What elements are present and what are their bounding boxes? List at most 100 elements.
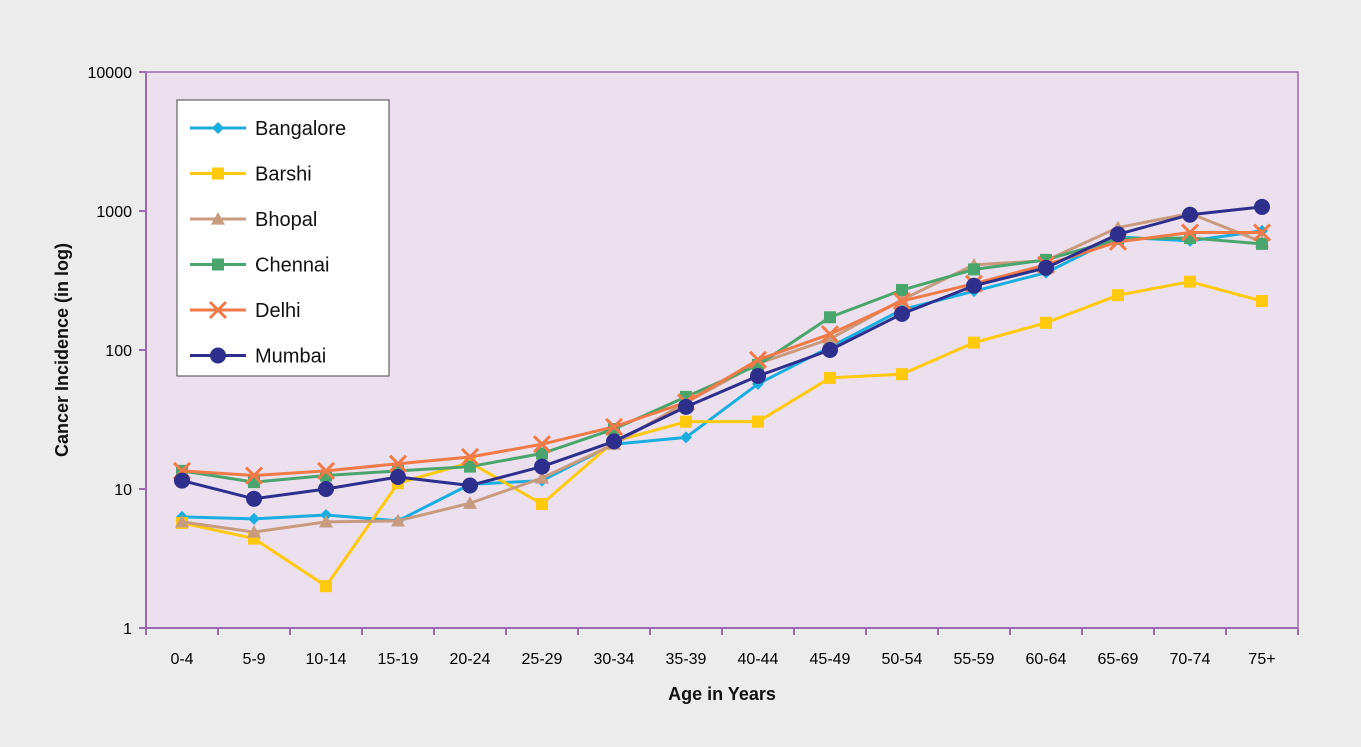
x-tick-label: 55-59 bbox=[954, 651, 995, 668]
x-tick-label: 60-64 bbox=[1026, 651, 1067, 668]
data-point bbox=[244, 466, 264, 485]
data-point bbox=[320, 580, 332, 593]
data-point bbox=[1112, 289, 1124, 302]
data-point bbox=[896, 368, 908, 381]
data-point bbox=[532, 435, 552, 454]
y-tick-label: 1000 bbox=[96, 204, 132, 221]
data-point bbox=[752, 415, 764, 428]
legend-item-mumbai: Mumbai bbox=[190, 346, 326, 368]
x-tick-label: 75+ bbox=[1248, 651, 1275, 668]
data-point bbox=[1254, 198, 1270, 215]
x-tick-label: 65-69 bbox=[1098, 651, 1139, 668]
data-point bbox=[680, 415, 692, 428]
x-tick-label: 20-24 bbox=[450, 651, 491, 668]
data-point bbox=[464, 460, 476, 473]
data-point bbox=[750, 368, 766, 385]
x-tick-label: 15-19 bbox=[378, 651, 419, 668]
data-point bbox=[680, 431, 692, 444]
y-axis-title: Cancer Incidence (in log) bbox=[52, 243, 72, 457]
series-line-delhi bbox=[181, 231, 1262, 478]
data-point bbox=[678, 398, 694, 415]
data-point bbox=[748, 350, 768, 369]
data-point bbox=[212, 122, 224, 134]
data-point bbox=[966, 277, 982, 294]
legend-item-bhopal: Bhopal bbox=[190, 209, 317, 231]
data-point bbox=[896, 284, 908, 297]
data-point bbox=[391, 513, 405, 527]
legend-item-chennai: Chennai bbox=[190, 255, 330, 277]
x-tick-label: 70-74 bbox=[1170, 651, 1211, 668]
data-point bbox=[536, 447, 548, 460]
data-point bbox=[1256, 237, 1268, 250]
data-point bbox=[212, 167, 224, 180]
legend-label: Delhi bbox=[255, 300, 301, 322]
data-point bbox=[247, 525, 261, 538]
data-point bbox=[174, 472, 190, 489]
x-tick-label: 5-9 bbox=[242, 651, 265, 668]
x-tick-label: 10-14 bbox=[306, 651, 347, 668]
y-tick-label: 10000 bbox=[88, 65, 133, 82]
data-point bbox=[248, 512, 260, 525]
data-point bbox=[1180, 223, 1200, 242]
y-tick-label: 100 bbox=[105, 343, 132, 360]
data-point bbox=[823, 331, 837, 345]
data-point bbox=[463, 496, 477, 509]
y-tick-label: 1 bbox=[123, 621, 132, 638]
data-point bbox=[824, 371, 836, 384]
data-point bbox=[968, 263, 980, 276]
data-point bbox=[319, 514, 333, 528]
series-line-bhopal bbox=[181, 211, 1263, 534]
data-point bbox=[390, 468, 406, 485]
series-delhi bbox=[172, 223, 1272, 485]
data-point bbox=[1252, 223, 1272, 242]
data-point bbox=[175, 514, 189, 528]
legend-label: Bangalore bbox=[255, 118, 346, 140]
legend bbox=[176, 99, 390, 377]
data-point bbox=[604, 417, 624, 436]
y-tick-label: 10 bbox=[114, 482, 132, 499]
x-tick-label: 30-34 bbox=[594, 651, 635, 668]
x-tick-label: 0-4 bbox=[170, 651, 193, 668]
series-line-mumbai bbox=[181, 205, 1263, 501]
legend-label: Mumbai bbox=[255, 346, 326, 368]
data-point bbox=[1038, 259, 1054, 276]
data-point bbox=[1256, 295, 1268, 308]
data-point bbox=[968, 336, 980, 349]
x-tick-label: 40-44 bbox=[738, 651, 779, 668]
x-axis-title: Age in Years bbox=[668, 684, 776, 704]
data-point bbox=[462, 477, 478, 494]
x-tick-label: 50-54 bbox=[882, 651, 923, 668]
data-point bbox=[211, 212, 225, 225]
data-point bbox=[388, 454, 408, 473]
data-point bbox=[318, 481, 334, 497]
data-point bbox=[824, 311, 836, 324]
data-point bbox=[1110, 226, 1126, 243]
series-mumbai bbox=[174, 198, 1270, 507]
legend-label: Bhopal bbox=[255, 209, 317, 231]
data-point bbox=[894, 305, 910, 322]
data-point bbox=[820, 325, 840, 344]
legend-label: Chennai bbox=[255, 255, 330, 277]
data-point bbox=[536, 497, 548, 510]
legend-item-delhi: Delhi bbox=[190, 300, 301, 322]
x-tick-label: 25-29 bbox=[522, 651, 563, 668]
data-point bbox=[1040, 316, 1052, 329]
data-point bbox=[822, 342, 838, 358]
data-point bbox=[210, 347, 226, 364]
data-point bbox=[534, 458, 550, 475]
x-tick-label: 45-49 bbox=[810, 651, 851, 668]
legend-item-barshi: Barshi bbox=[190, 164, 312, 186]
legend-item-bangalore: Bangalore bbox=[190, 118, 346, 140]
data-point bbox=[316, 461, 336, 480]
x-tick-label: 35-39 bbox=[666, 651, 707, 668]
data-point bbox=[1184, 275, 1196, 288]
legend-label: Barshi bbox=[255, 164, 312, 186]
data-point bbox=[208, 300, 228, 320]
data-point bbox=[246, 490, 262, 507]
data-point bbox=[212, 258, 224, 271]
data-point bbox=[606, 433, 622, 450]
data-point bbox=[535, 470, 549, 484]
data-point bbox=[892, 291, 912, 311]
